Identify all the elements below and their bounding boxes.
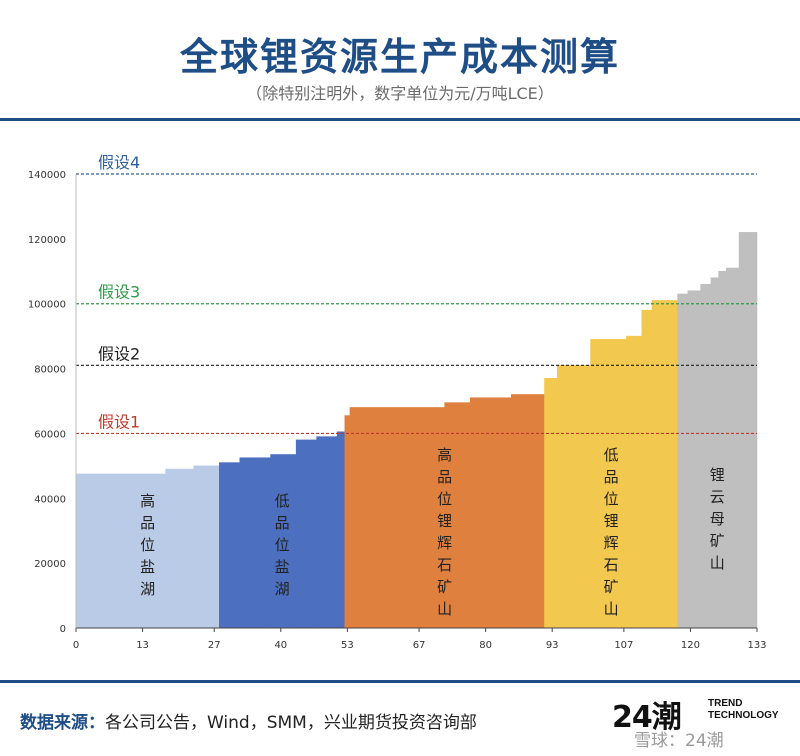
y-tick-label: 140000 xyxy=(28,170,66,181)
y-tick-label: 100000 xyxy=(28,300,66,311)
x-tick-label: 67 xyxy=(413,640,426,651)
segment-label: 锂云母矿山 xyxy=(710,466,725,572)
logo-brand-line2: TECHNOLOGY xyxy=(708,710,779,721)
page-title: 全球锂资源生产成本测算 xyxy=(179,35,620,79)
segment-label: 高品位盐湖 xyxy=(140,492,155,598)
bar-step xyxy=(626,335,643,629)
y-tick-label: 0 xyxy=(60,624,66,635)
page-subtitle: （除特别注明外，数字单位为元/万吨LCE） xyxy=(246,84,554,103)
y-tick-label: 40000 xyxy=(34,494,66,505)
x-tick-label: 53 xyxy=(341,640,354,651)
bar-step xyxy=(738,232,758,629)
data-source-label: 数据来源： xyxy=(20,713,105,733)
bar-step xyxy=(219,462,241,629)
bar-step xyxy=(316,436,338,629)
watermark: 雪球：24潮 xyxy=(634,731,724,751)
reference-line-label: 假设4 xyxy=(98,153,140,172)
bar-step xyxy=(700,283,712,629)
x-tick-label: 0 xyxy=(73,640,79,651)
bar-step xyxy=(651,300,678,629)
bar-step xyxy=(336,431,346,629)
data-source: 数据来源：各公司公告，Wind，SMM，兴业期货投资咨询部 xyxy=(20,708,477,733)
x-tick-label: 13 xyxy=(136,640,149,651)
x-tick-label: 120 xyxy=(681,640,700,651)
bar-step xyxy=(718,270,727,629)
x-tick-label: 40 xyxy=(274,640,287,651)
x-tick-label: 133 xyxy=(747,640,766,651)
bar-step xyxy=(510,394,545,629)
y-tick-label: 20000 xyxy=(34,559,66,570)
reference-line-label: 假设3 xyxy=(98,283,140,302)
bar-step xyxy=(193,465,220,629)
x-tick-label: 93 xyxy=(546,640,559,651)
logo-glyph: 潮 xyxy=(651,700,682,735)
bar-step xyxy=(75,473,166,629)
bar-step xyxy=(677,293,689,629)
bar-step xyxy=(641,309,653,629)
x-tick-label: 107 xyxy=(614,640,633,651)
bar-step xyxy=(469,397,512,629)
y-tick-label: 80000 xyxy=(34,365,66,376)
chart-svg: 高品位盐湖 低品位盐湖 高品位锂辉石矿山 低品位锂辉石矿山 锂云母矿山 假设1 假设2 假设3… xyxy=(28,153,767,651)
logo-mark: 24潮 xyxy=(612,692,682,736)
bar-step xyxy=(344,415,351,629)
footer-divider xyxy=(0,680,800,683)
bar-step xyxy=(349,407,445,629)
data-source-text: 各公司公告，Wind，SMM，兴业期货投资咨询部 xyxy=(105,713,477,733)
header-divider xyxy=(0,118,800,121)
logo-brand-line1: TREND xyxy=(708,698,743,709)
x-tick-label: 80 xyxy=(479,640,492,651)
brand-logo: 24潮 TREND TECHNOLOGY 雪球：24潮 xyxy=(612,692,792,751)
bar-step xyxy=(590,339,627,629)
bar-step xyxy=(165,468,195,629)
logo-number: 24 xyxy=(612,700,653,735)
x-tick-label: 27 xyxy=(208,640,221,651)
bar-step xyxy=(544,378,558,629)
y-tick-label: 120000 xyxy=(28,235,66,246)
bar-step xyxy=(444,402,471,629)
bar-step xyxy=(725,267,740,629)
reference-line-label: 假设2 xyxy=(98,344,140,363)
cost-curve-chart: 高品位盐湖 低品位盐湖 高品位锂辉石矿山 低品位锂辉石矿山 锂云母矿山 假设1 假设2 假设3… xyxy=(0,140,800,660)
segment-label: 低品位锂辉石矿山 xyxy=(604,446,619,618)
bar-step xyxy=(557,365,591,629)
bar-step xyxy=(270,454,297,629)
bar-step xyxy=(687,290,701,629)
bar-step xyxy=(239,457,271,629)
segment-label: 低品位盐湖 xyxy=(275,492,290,598)
reference-line-label: 假设1 xyxy=(98,412,140,431)
y-tick-label: 60000 xyxy=(34,429,66,440)
segment-label: 高品位锂辉石矿山 xyxy=(437,446,452,618)
bar-step xyxy=(295,439,317,629)
bar-step xyxy=(710,277,719,629)
